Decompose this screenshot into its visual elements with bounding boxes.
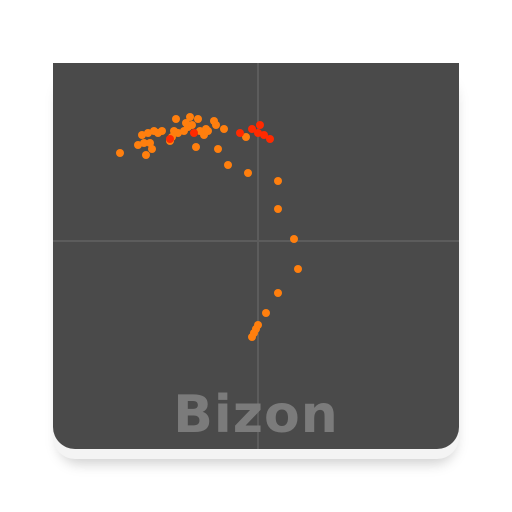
scatter-point: [242, 133, 250, 141]
scatter-point: [190, 129, 198, 137]
scatter-point: [188, 121, 196, 129]
scatter-point: [256, 121, 264, 129]
scatter-point: [220, 125, 228, 133]
scatter-point: [214, 145, 222, 153]
scatter-point: [166, 135, 174, 143]
scatter-point: [212, 121, 220, 129]
scatter-point: [290, 235, 298, 243]
scatter-point: [294, 265, 302, 273]
scatter-point: [140, 139, 148, 147]
scatter-point: [274, 177, 282, 185]
scatter-point: [236, 129, 244, 137]
scatter-point: [248, 333, 256, 341]
scatter-plot: [116, 113, 302, 341]
scatter-point: [244, 169, 252, 177]
scatter-point: [158, 127, 166, 135]
scatter-point: [148, 145, 156, 153]
scatter-point: [274, 289, 282, 297]
scatter-point: [266, 135, 274, 143]
app-icon-tile: Bizon: [53, 63, 459, 449]
scatter-point: [248, 125, 256, 133]
scatter-point: [262, 309, 270, 317]
x-axis-line: [53, 240, 459, 242]
scatter-point: [186, 113, 194, 121]
brand-name: Bizon: [173, 385, 339, 445]
scatter-point: [274, 205, 282, 213]
scatter-point: [204, 127, 212, 135]
scatter-point: [192, 143, 200, 151]
scatter-point: [142, 151, 150, 159]
y-axis-line: [257, 63, 259, 449]
scatter-point: [194, 115, 202, 123]
scatter-point: [116, 149, 124, 157]
scatter-point: [172, 115, 180, 123]
scatter-point: [224, 161, 232, 169]
scatter-point: [260, 131, 268, 139]
